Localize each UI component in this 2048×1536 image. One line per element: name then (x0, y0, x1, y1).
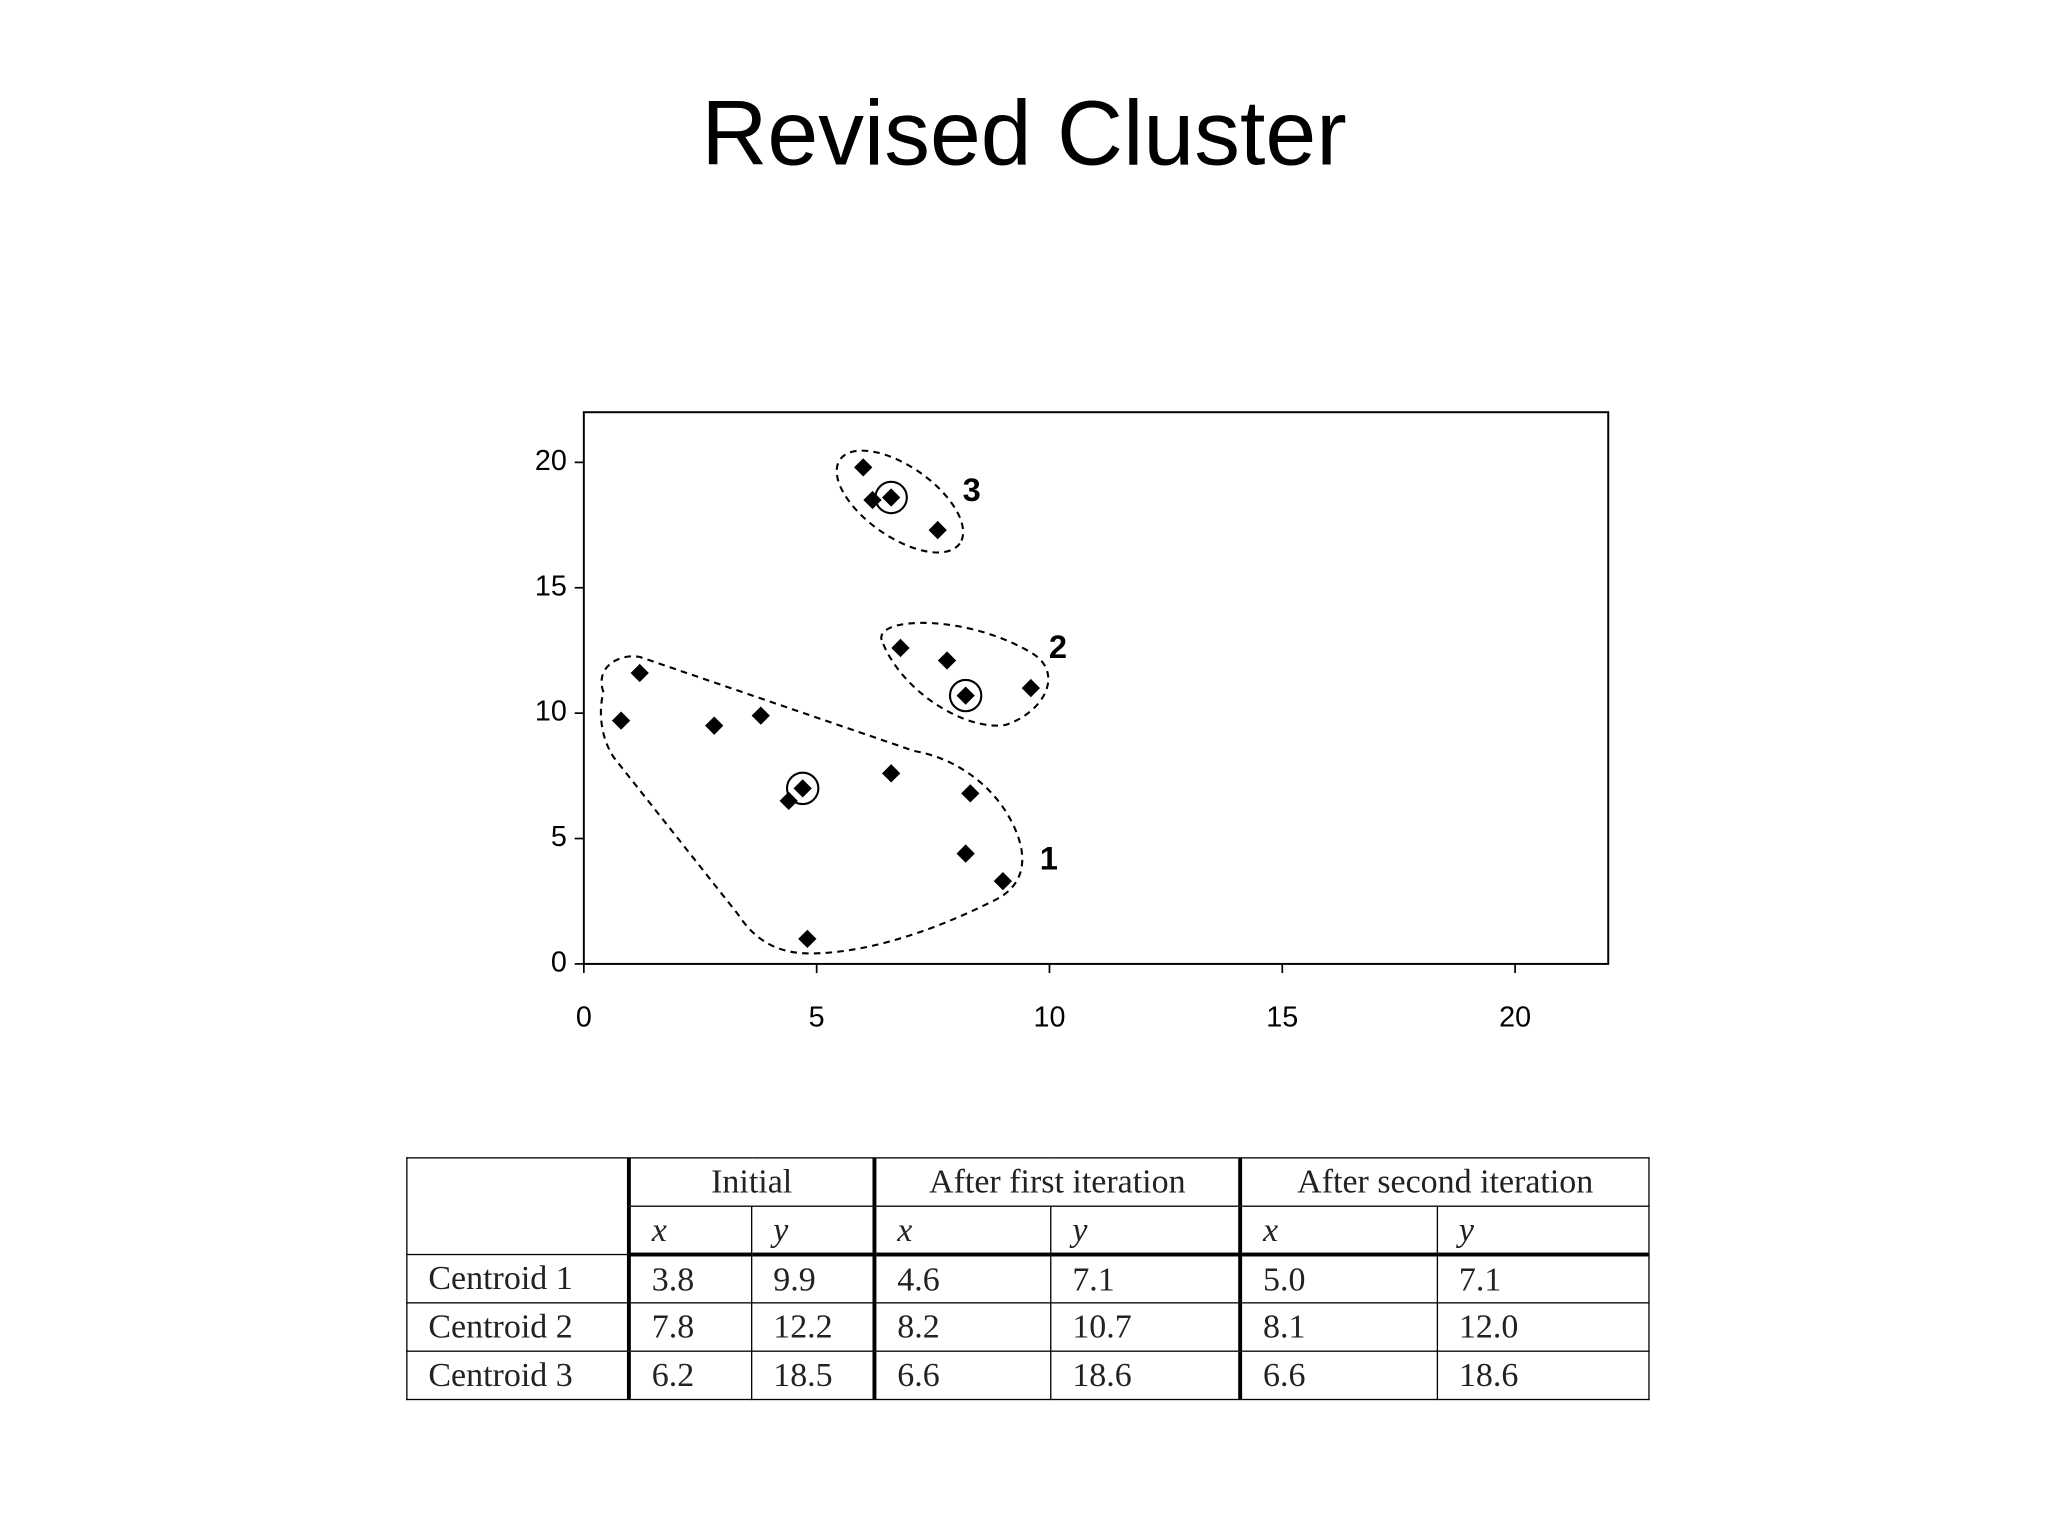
cluster-outline (599, 655, 1024, 955)
cluster-label: 3 (963, 471, 981, 508)
table-row: Centroid 3 6.2 18.5 6.6 18.6 6.6 18.6 (406, 1350, 1650, 1401)
point (882, 764, 901, 783)
plot-frame (582, 411, 1610, 965)
table-cell: 7.1 (1050, 1253, 1241, 1304)
cluster-outline (880, 621, 1050, 727)
table-cell: 8.1 (1238, 1302, 1439, 1352)
point (961, 784, 980, 803)
group-header: After first iteration (872, 1157, 1241, 1207)
table-cell: 12.0 (1436, 1302, 1650, 1352)
point (891, 638, 910, 658)
point (937, 651, 957, 670)
cluster-outlines (599, 449, 1050, 955)
x-tick-label: 10 (1033, 1001, 1065, 1033)
point (751, 706, 770, 725)
table-cell: 6.2 (626, 1350, 753, 1401)
scatter-chart: 3 2 1 0 5 10 15 20 0 5 10 15 20 (535, 411, 1610, 1033)
row-label: Centroid 3 (406, 1350, 630, 1401)
point (1021, 678, 1040, 698)
table-cell: 8.2 (872, 1302, 1052, 1352)
y-tick-label: 15 (535, 570, 567, 602)
table-cell: 10.7 (1050, 1302, 1241, 1352)
y-tick-label: 0 (551, 947, 567, 979)
cluster-outline (835, 449, 965, 554)
sub-header: x (626, 1205, 753, 1257)
point (798, 929, 817, 948)
table-row: Initial After first iteration After second… (406, 1157, 1650, 1256)
point (630, 663, 649, 683)
table-cell: 18.5 (751, 1350, 876, 1401)
y-tick-label: 5 (551, 821, 567, 853)
point (854, 458, 873, 477)
row-label: Centroid 2 (406, 1302, 630, 1352)
point (705, 716, 724, 735)
table-cell: 6.6 (1238, 1350, 1439, 1401)
table-corner (406, 1157, 630, 1256)
cluster-label: 2 (1049, 628, 1067, 665)
table-cell: 12.2 (751, 1302, 876, 1352)
point (993, 872, 1013, 891)
y-tick-label: 20 (535, 445, 567, 477)
table-cell: 6.6 (872, 1350, 1052, 1401)
slide-title: Revised Cluster (701, 82, 1347, 185)
x-tick-label: 0 (576, 1001, 592, 1033)
y-tick-label: 10 (535, 696, 567, 728)
cluster-label: 1 (1040, 839, 1058, 876)
x-tick-label: 15 (1266, 1001, 1298, 1033)
table-row: Centroid 1 3.8 9.9 4.6 7.1 5.0 7.1 (406, 1253, 1650, 1304)
x-tick-label: 20 (1499, 1001, 1531, 1033)
centroid-ring (874, 480, 908, 515)
table-cell: 7.8 (626, 1302, 753, 1352)
group-header: Initial (626, 1157, 876, 1207)
point (793, 779, 812, 798)
table-cell: 9.9 (751, 1253, 876, 1304)
sub-header: y (1050, 1205, 1241, 1257)
point (611, 711, 631, 730)
centroid-ring (785, 771, 820, 806)
sub-header: y (751, 1205, 876, 1257)
point (956, 844, 975, 863)
table-row: Centroid 2 7.8 12.2 8.2 10.7 8.1 12.0 (406, 1302, 1650, 1352)
sub-header: x (1238, 1205, 1439, 1257)
sub-header: y (1436, 1205, 1650, 1257)
point (928, 520, 947, 540)
centroid-table: Initial After first iteration After second… (406, 1157, 1650, 1401)
x-tick-label: 5 (809, 1001, 825, 1033)
table-cell: 4.6 (872, 1253, 1052, 1304)
sub-header: x (872, 1205, 1052, 1257)
point (882, 488, 901, 507)
table-cell: 18.6 (1436, 1350, 1650, 1401)
group-header: After second iteration (1238, 1157, 1650, 1207)
table-cell: 7.1 (1436, 1253, 1650, 1304)
row-label: Centroid 1 (406, 1253, 630, 1304)
point (956, 686, 975, 705)
table-cell: 18.6 (1050, 1350, 1241, 1401)
table-cell: 3.8 (626, 1253, 753, 1304)
point (779, 791, 798, 811)
centroid-ring (948, 678, 983, 713)
table-cell: 5.0 (1238, 1253, 1439, 1304)
